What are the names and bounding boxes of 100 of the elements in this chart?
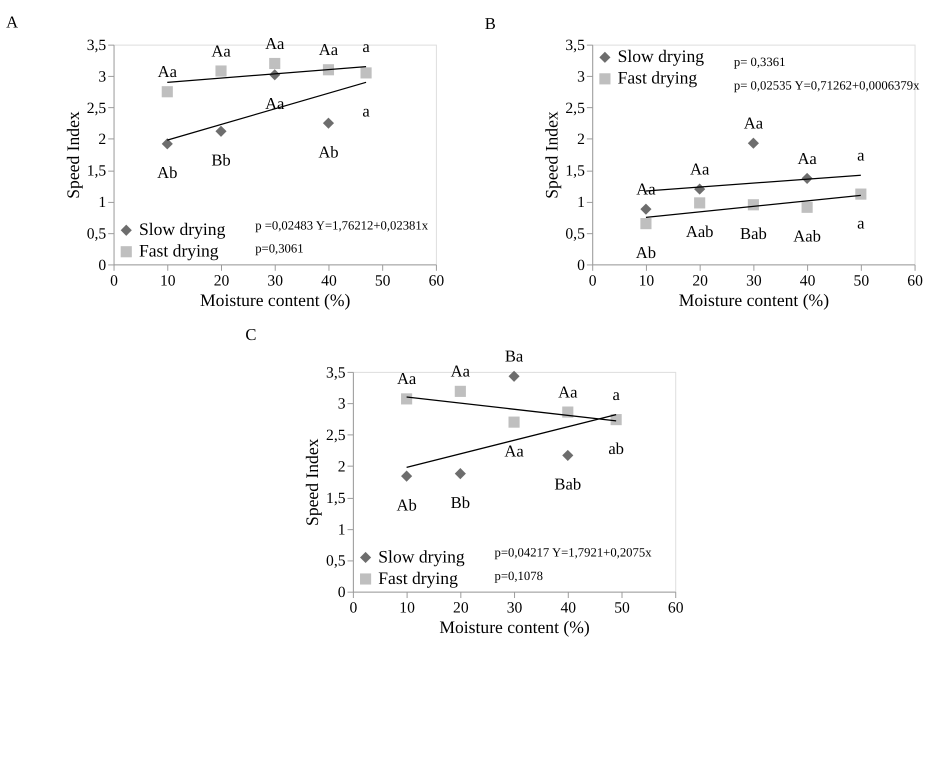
annotation: Bb — [211, 150, 231, 170]
x-tick-label: 0 — [349, 600, 358, 617]
point — [401, 393, 412, 404]
legend-label: Slow drying — [618, 46, 704, 66]
y-tick-label: 1 — [98, 194, 106, 212]
point — [855, 188, 866, 200]
annotation: Bab — [740, 224, 767, 243]
x-tick-label: 60 — [668, 600, 684, 617]
annotation: Aa — [558, 382, 578, 402]
chart-title: A — [6, 12, 18, 32]
x-tick-label: 10 — [638, 272, 654, 290]
annotation: p= 0,3361 — [734, 55, 786, 70]
annotation: Aa — [318, 40, 339, 60]
annotation: a — [857, 213, 866, 232]
chart-title: C — [245, 325, 257, 344]
x-tick-label: 50 — [854, 272, 870, 290]
x-tick-label: 50 — [374, 272, 391, 290]
y-tick-label: 0 — [98, 256, 106, 274]
x-tick-label: 20 — [214, 272, 230, 290]
x-tick-label: 40 — [321, 272, 337, 290]
x-axis-title: Moisture content (%) — [200, 290, 351, 310]
annotation: a — [362, 102, 370, 121]
point — [401, 470, 412, 482]
annotation: Aa — [690, 159, 710, 178]
x-tick-label: 60 — [428, 272, 444, 290]
point — [269, 58, 280, 70]
annotation: Aa — [504, 441, 524, 460]
y-tick-label: 3,5 — [86, 37, 106, 54]
point — [640, 204, 652, 215]
legend-label: Slow drying — [138, 219, 226, 240]
annotation: p=0,04217 Y=1,7921+0,2075x — [494, 546, 652, 560]
annotation: Aa — [158, 62, 178, 82]
legend-label: Fast drying — [138, 240, 219, 261]
annotation: Ab — [318, 142, 339, 162]
x-tick-label: 60 — [907, 272, 924, 290]
annotation: Aa — [396, 369, 417, 388]
x-axis-title: Moisture content (%) — [678, 290, 830, 310]
x-tick-label: 40 — [560, 600, 576, 617]
annotation: p =0,02483 Y=1,76212+0,02381x — [255, 218, 429, 232]
x-tick-label: 50 — [614, 600, 630, 617]
annotation: p=0,3061 — [255, 242, 304, 256]
y-tick-label: 0 — [338, 584, 346, 602]
y-tick-label: 0 — [577, 256, 586, 274]
legend-label: Fast drying — [378, 568, 458, 588]
point — [748, 138, 759, 149]
annotation: Aa — [265, 34, 286, 53]
legend-label: Slow drying — [378, 546, 465, 566]
y-tick-label: 2,5 — [565, 100, 586, 117]
point — [215, 65, 227, 77]
point — [694, 197, 706, 208]
point — [162, 86, 173, 98]
point — [454, 468, 466, 480]
annotation: Ab — [636, 242, 656, 262]
y-axis-title: Speed Index — [542, 111, 562, 199]
annotation: Bb — [450, 492, 470, 512]
point — [562, 450, 574, 461]
y-tick-label: 1 — [577, 194, 585, 212]
y-tick-label: 2 — [98, 131, 106, 148]
x-tick-label: 20 — [453, 600, 469, 617]
x-tick-label: 10 — [399, 600, 416, 617]
y-tick-label: 0,5 — [86, 225, 106, 242]
y-axis-title: Speed Index — [302, 438, 322, 526]
y-tick-label: 1,5 — [86, 162, 106, 180]
x-tick-label: 10 — [160, 272, 176, 290]
annotation: Aa — [450, 362, 471, 381]
annotation: Ba — [504, 346, 524, 366]
point — [322, 118, 334, 129]
x-tick-label: 30 — [746, 272, 762, 290]
y-tick-label: 2 — [338, 458, 346, 476]
x-tick-label: 30 — [267, 272, 284, 290]
annotation: Aa — [744, 114, 764, 133]
x-tick-label: 20 — [692, 272, 708, 290]
y-tick-label: 3 — [338, 396, 346, 413]
y-tick-label: 0,5 — [565, 225, 586, 242]
annotation: Aab — [793, 226, 821, 246]
legend-label: Fast drying — [618, 68, 698, 88]
y-tick-label: 1,5 — [565, 162, 586, 180]
point — [508, 416, 520, 428]
y-tick-label: 1 — [338, 521, 346, 538]
x-tick-label: 40 — [800, 272, 816, 290]
y-tick-label: 3,5 — [565, 37, 586, 54]
annotation: Aa — [797, 148, 818, 168]
chart-title: B — [484, 14, 496, 34]
y-tick-label: 3 — [98, 68, 106, 86]
annotation: a — [362, 36, 370, 56]
annotation: p=0,1078 — [494, 568, 543, 583]
y-axis-title: Speed Index — [62, 111, 83, 199]
point — [508, 370, 520, 382]
point — [640, 218, 652, 230]
annotation: ab — [608, 438, 624, 458]
annotation: Ab — [396, 495, 417, 514]
y-tick-label: 0,5 — [326, 552, 346, 570]
x-tick-label: 0 — [110, 272, 118, 290]
annotation: p= 0,02535 Y=0,71262+0,0006379x — [734, 78, 920, 93]
x-axis-title: Moisture content (%) — [439, 617, 590, 638]
annotation: a — [612, 384, 620, 404]
point — [802, 202, 813, 213]
x-tick-label: 0 — [588, 272, 597, 290]
point — [454, 386, 466, 397]
y-tick-label: 1,5 — [326, 490, 346, 507]
